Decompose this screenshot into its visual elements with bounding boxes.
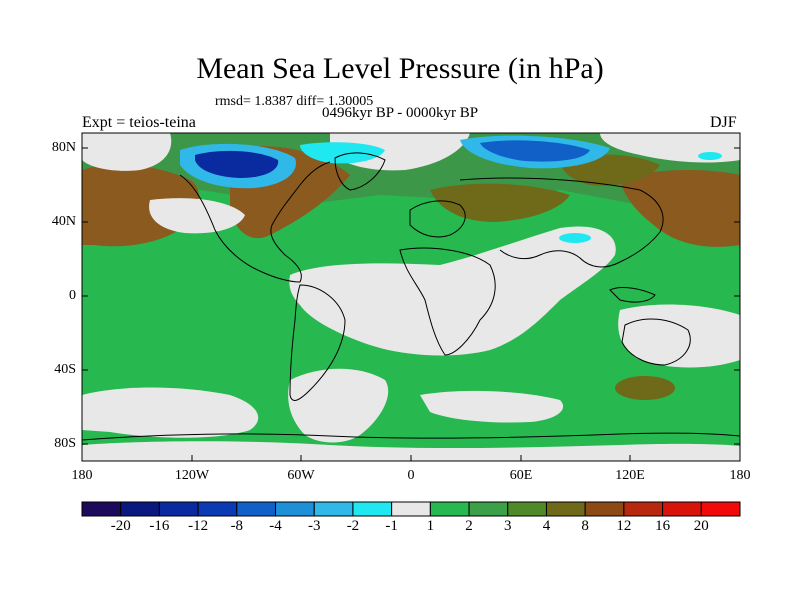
colorbar-swatch <box>158 501 199 517</box>
colorbar-swatch <box>468 501 509 517</box>
colorbar-swatch <box>507 501 547 517</box>
colorbar-swatch <box>313 501 354 517</box>
lon-tick: 60W <box>287 468 315 483</box>
colorbar-swatch <box>584 501 625 517</box>
colorbar-label: 8 <box>581 518 589 534</box>
coastlines <box>82 152 740 441</box>
season-label: DJF <box>710 114 737 131</box>
colorbar-label: -8 <box>230 518 244 534</box>
colorbar-label: 16 <box>655 518 671 534</box>
field-far-east-cyan <box>698 152 722 160</box>
colorbar-swatch <box>236 501 277 517</box>
colorbar-label: 3 <box>504 518 512 534</box>
latitude-ticks: 80N 40N 0 40S 80S <box>0 0 80 600</box>
colorbar-swatch <box>352 501 393 517</box>
lat-tick: 80N <box>51 140 76 155</box>
colorbar-label: -16 <box>149 518 170 534</box>
colorbar-label: -3 <box>307 518 321 534</box>
colorbar-label: -1 <box>385 518 398 534</box>
field-arctic-cyan <box>300 142 385 164</box>
field-northpacific-neutral <box>149 198 245 234</box>
lon-tick: 0 <box>407 468 415 483</box>
field-eastpacific-neutral <box>618 304 740 368</box>
lon-tick: 120W <box>174 468 210 483</box>
map-field <box>82 133 740 461</box>
colorbar-swatch <box>545 501 586 517</box>
coast-north-america <box>179 161 331 283</box>
page-title: Mean Sea Level Pressure (in hPa) <box>196 52 604 85</box>
coast-south-america <box>289 284 346 401</box>
experiment-label: Expt = teios-teina <box>82 114 196 131</box>
longitude-ticks: 180 120W 60W 0 60E 120E 180 <box>0 468 800 488</box>
field-south-olive <box>615 376 675 400</box>
period-label: 0496kyr BP - 0000kyr BP <box>322 105 479 121</box>
colorbar-swatch <box>120 501 160 517</box>
lon-tick: 120E <box>615 468 645 483</box>
coast-antarctica <box>82 432 740 441</box>
colorbar-swatch <box>662 501 702 517</box>
field-southindian-neutral <box>420 390 564 423</box>
lat-tick: 80S <box>54 436 76 451</box>
coast-indonesia <box>609 287 656 303</box>
lat-tick: 40S <box>54 362 76 377</box>
stats-line: rmsd= 1.8387 diff= 1.30005 <box>215 94 374 109</box>
field-siberia-blue-dark <box>480 140 590 162</box>
axis-ticks <box>82 147 740 461</box>
lon-tick: 180 <box>729 468 751 483</box>
lon-tick: 180 <box>71 468 93 483</box>
field-asia-brown <box>620 170 740 247</box>
coast-africa <box>399 247 496 356</box>
colorbar-swatch <box>81 501 122 517</box>
coast-europe <box>409 200 466 238</box>
colorbar-label: 20 <box>693 518 709 534</box>
colorbar-label: -20 <box>110 518 131 534</box>
lon-tick: 60E <box>509 468 533 483</box>
colorbar-swatch <box>391 501 431 517</box>
colorbar-label: -12 <box>188 518 209 534</box>
coast-greenland <box>334 152 386 191</box>
colorbar <box>81 501 741 517</box>
field-antarctic-neutral <box>82 441 740 461</box>
field-arctic-neutral <box>82 133 172 171</box>
colorbar-label: -2 <box>346 518 360 534</box>
colorbar-label: 12 <box>616 518 632 534</box>
coast-asia <box>459 177 664 268</box>
colorbar-swatch <box>700 501 741 517</box>
colorbar-swatch <box>429 501 470 517</box>
colorbar-labels: -20 -16 -12 -8 -4 -3 -2 -1 1 2 3 4 8 12 16 20 <box>0 518 800 540</box>
lat-tick: 40N <box>51 214 76 229</box>
colorbar-swatch <box>275 501 315 517</box>
colorbar-label: 1 <box>426 518 435 534</box>
coast-australia <box>621 318 691 366</box>
field-tropics-neutral <box>289 226 616 356</box>
field-arctic2-neutral <box>330 133 470 171</box>
colorbar-swatch <box>197 501 238 517</box>
field-asia-cyan <box>559 233 591 243</box>
colorbar-label: 4 <box>542 518 551 534</box>
colorbar-swatch <box>623 501 664 517</box>
colorbar-label: 2 <box>465 518 473 534</box>
lat-tick: 0 <box>69 288 76 303</box>
field-southwest-neutral <box>82 387 259 438</box>
colorbar-label: -4 <box>269 518 282 534</box>
field-canada-blue-dark <box>195 150 279 178</box>
